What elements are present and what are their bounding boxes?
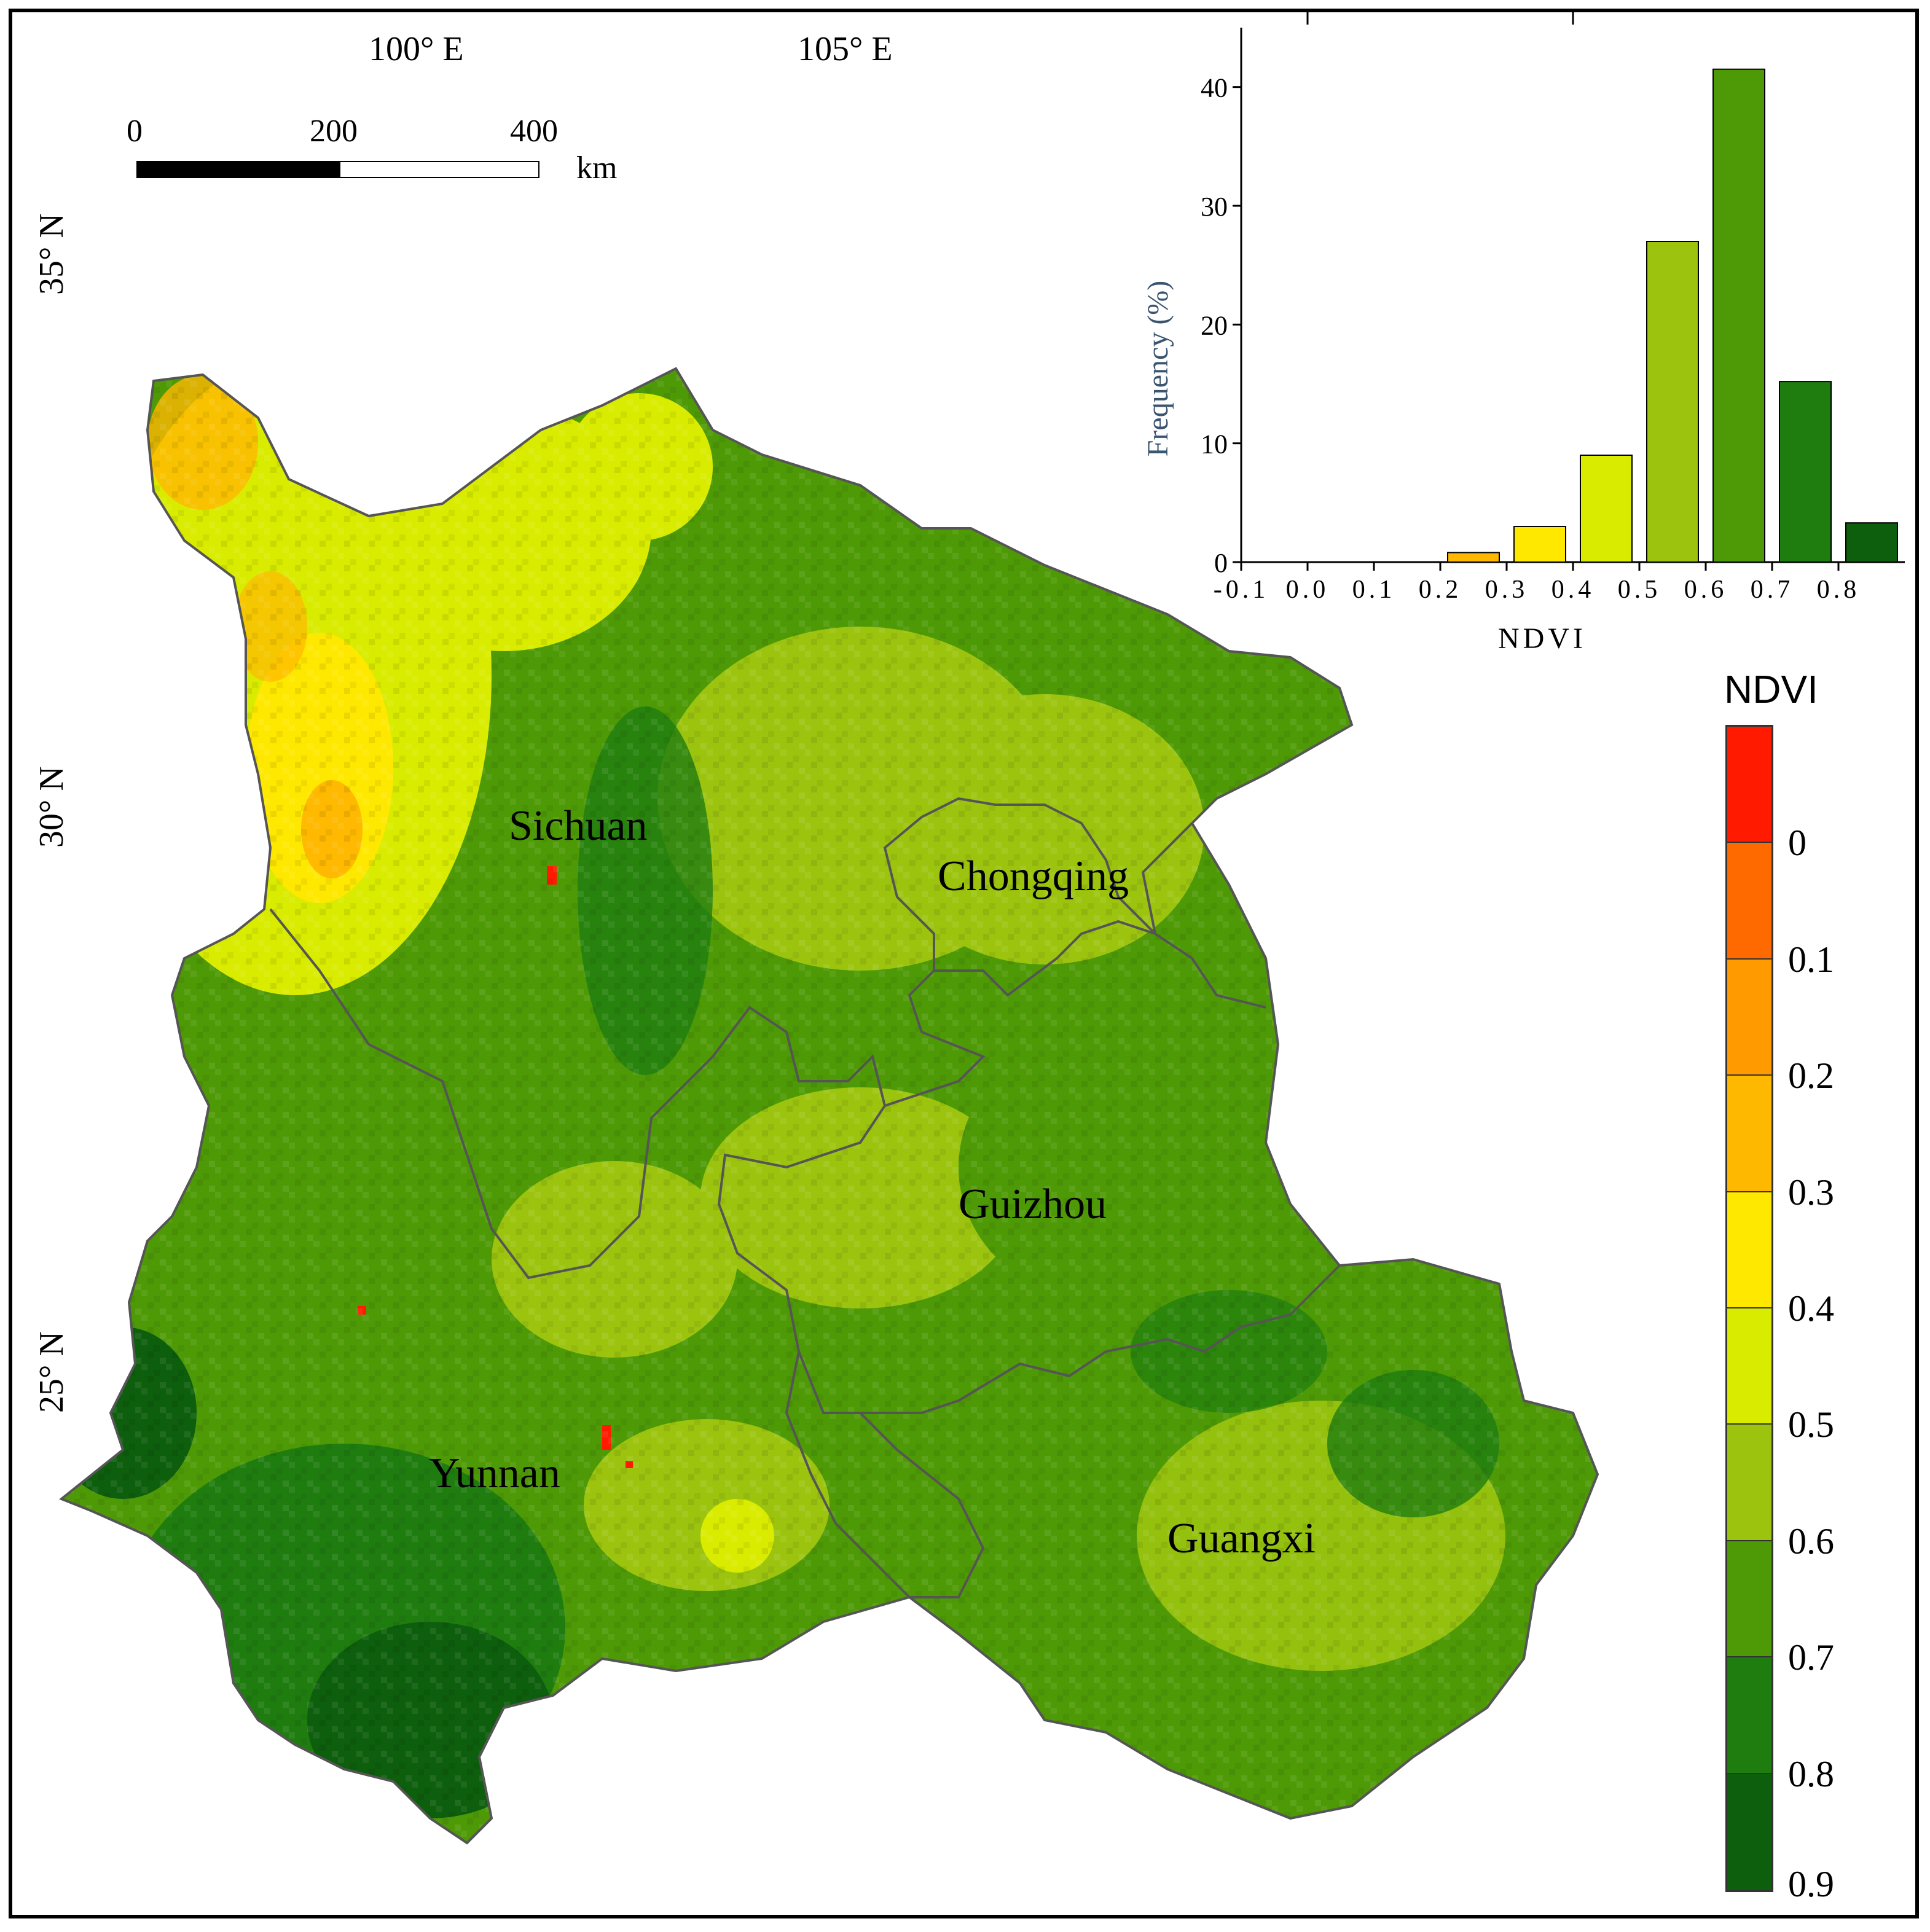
scale-tick-0: 0 [127, 114, 143, 149]
legend-tick-label: 0.3 [1788, 1171, 1834, 1213]
legend-tick-label: 0.2 [1788, 1055, 1834, 1097]
legend-tick-label: 0.4 [1788, 1288, 1834, 1329]
legend-tick-label: 0 [1788, 823, 1806, 864]
legend-swatch [1727, 1076, 1771, 1192]
legend-swatch [1727, 1425, 1771, 1541]
x-tick-label: 0.5 [1618, 576, 1661, 604]
histogram-bar [1845, 522, 1898, 563]
legend-swatch [1727, 1774, 1771, 1890]
legend-tick-label: 0.1 [1788, 939, 1834, 980]
x-tick-label: 0.1 [1352, 576, 1396, 604]
y-tick-label: 20 [1201, 310, 1228, 340]
legend-swatch [1727, 1657, 1771, 1774]
x-tick-label: 0.6 [1684, 576, 1728, 604]
legend-swatch [1727, 1541, 1771, 1658]
longitude-label-105E: 105° E [798, 30, 893, 68]
x-tick-label: 0.4 [1551, 576, 1595, 604]
scale-bar-white-segment [339, 161, 539, 178]
x-axis-label: NDVI [1498, 622, 1587, 655]
legend-tick-label: 0.9 [1788, 1864, 1834, 1904]
legend-tick-label: 0.8 [1788, 1753, 1834, 1794]
y-tick-label: 0 [1214, 548, 1228, 578]
scale-unit: km [576, 151, 618, 186]
legend-swatch [1727, 727, 1771, 843]
histogram-bar [1580, 455, 1633, 563]
legend-swatch [1727, 959, 1771, 1076]
histogram-bar [1712, 68, 1765, 563]
province-label-yunnan: Yunnan [429, 1450, 560, 1497]
legend-title: NDVI [1724, 667, 1818, 711]
legend-tick-label: 0.6 [1788, 1520, 1834, 1562]
region-outline [59, 367, 1599, 1845]
y-tick-label: 40 [1201, 73, 1228, 103]
x-tick-label: 0.2 [1419, 576, 1462, 604]
scale-tick-200: 200 [310, 114, 358, 149]
longitude-label-100E: 100° E [369, 30, 464, 68]
y-tick-label: 30 [1201, 192, 1228, 222]
province-label-guangxi: Guangxi [1167, 1515, 1316, 1562]
histogram-bar [1646, 241, 1699, 563]
legend-colorbar [1725, 725, 1773, 1892]
histogram-bar [1779, 381, 1832, 563]
x-tick-label: 0.8 [1817, 576, 1861, 604]
x-tick-label: 0.7 [1751, 576, 1794, 604]
province-label-chongqing: Chongqing [938, 853, 1129, 900]
ndvi-histogram: 0 10 20 30 40 -0.1 0.0 0.1 0.2 0.3 0.4 0.5 0.6 0.7 0.8… [1142, 12, 1905, 655]
legend-tick-label: 0.7 [1788, 1637, 1834, 1678]
y-axis-label: Frequency (%) [1142, 281, 1174, 457]
legend-tick-label: 0.5 [1788, 1404, 1834, 1445]
legend-swatch [1727, 843, 1771, 960]
x-tick-label: -0.1 [1214, 576, 1269, 604]
latitude-label-30N: 30° N [33, 766, 71, 848]
latitude-label-35N: 35° N [33, 213, 71, 295]
y-tick-label: 10 [1201, 429, 1228, 460]
legend-swatch [1727, 1192, 1771, 1308]
province-boundaries [269, 797, 1341, 1598]
histogram-bar [1447, 552, 1500, 563]
x-tick-label: 0.0 [1286, 576, 1330, 604]
latitude-label-25N: 25° N [33, 1331, 71, 1413]
histogram-bar [1513, 526, 1566, 563]
legend-swatch [1727, 1308, 1771, 1425]
x-tick-label: 0.3 [1485, 576, 1529, 604]
scale-bar-black-segment [136, 161, 339, 178]
province-label-guizhou: Guizhou [959, 1181, 1107, 1228]
province-label-sichuan: Sichuan [509, 802, 648, 850]
scale-tick-400: 400 [510, 114, 558, 149]
